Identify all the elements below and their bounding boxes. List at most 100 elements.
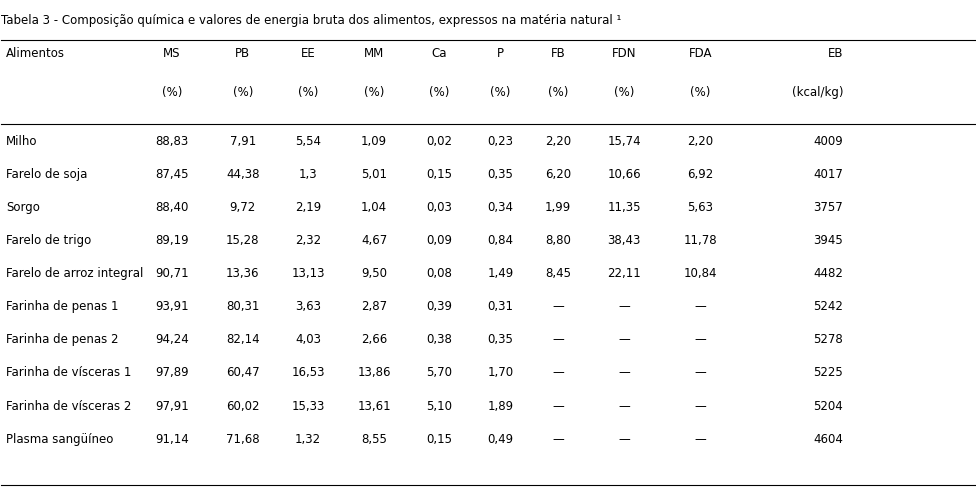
Text: 4,67: 4,67 — [361, 234, 387, 247]
Text: 88,83: 88,83 — [155, 135, 188, 147]
Text: 87,45: 87,45 — [155, 168, 188, 181]
Text: 11,78: 11,78 — [683, 234, 717, 247]
Text: Farelo de soja: Farelo de soja — [6, 168, 88, 181]
Text: 82,14: 82,14 — [225, 333, 260, 346]
Text: EB: EB — [828, 47, 843, 60]
Text: 0,35: 0,35 — [488, 333, 513, 346]
Text: 0,35: 0,35 — [488, 168, 513, 181]
Text: 0,84: 0,84 — [488, 234, 513, 247]
Text: Alimentos: Alimentos — [6, 47, 65, 60]
Text: 10,66: 10,66 — [607, 168, 641, 181]
Text: FB: FB — [550, 47, 565, 60]
Text: 7,91: 7,91 — [229, 135, 256, 147]
Text: P: P — [497, 47, 505, 60]
Text: —: — — [694, 433, 706, 446]
Text: 15,28: 15,28 — [226, 234, 260, 247]
Text: Sorgo: Sorgo — [6, 201, 40, 214]
Text: 0,15: 0,15 — [427, 168, 452, 181]
Text: 0,34: 0,34 — [488, 201, 513, 214]
Text: 8,80: 8,80 — [546, 234, 571, 247]
Text: Tabela 3 - Composição química e valores de energia bruta dos alimentos, expresso: Tabela 3 - Composição química e valores … — [1, 14, 622, 26]
Text: —: — — [619, 400, 630, 413]
Text: 88,40: 88,40 — [155, 201, 188, 214]
Text: 22,11: 22,11 — [607, 267, 641, 280]
Text: —: — — [694, 300, 706, 313]
Text: 0,09: 0,09 — [427, 234, 452, 247]
Text: 10,84: 10,84 — [683, 267, 717, 280]
Text: —: — — [694, 400, 706, 413]
Text: 1,09: 1,09 — [361, 135, 387, 147]
Text: 0,49: 0,49 — [488, 433, 513, 446]
Text: 5,10: 5,10 — [427, 400, 452, 413]
Text: 2,32: 2,32 — [295, 234, 321, 247]
Text: 9,50: 9,50 — [361, 267, 387, 280]
Text: 4482: 4482 — [813, 267, 843, 280]
Text: 15,33: 15,33 — [291, 400, 325, 413]
Text: 8,55: 8,55 — [361, 433, 387, 446]
Text: 1,99: 1,99 — [545, 201, 571, 214]
Text: —: — — [619, 300, 630, 313]
Text: 4,03: 4,03 — [295, 333, 321, 346]
Text: 38,43: 38,43 — [608, 234, 641, 247]
Text: 3,63: 3,63 — [295, 300, 321, 313]
Text: 97,89: 97,89 — [155, 367, 188, 379]
Text: 5225: 5225 — [813, 367, 843, 379]
Text: 94,24: 94,24 — [155, 333, 188, 346]
Text: Plasma sangüíneo: Plasma sangüíneo — [6, 433, 113, 446]
Text: Farelo de arroz integral: Farelo de arroz integral — [6, 267, 143, 280]
Text: 0,31: 0,31 — [488, 300, 513, 313]
Text: Ca: Ca — [431, 47, 447, 60]
Text: 91,14: 91,14 — [155, 433, 188, 446]
Text: 2,19: 2,19 — [295, 201, 321, 214]
Text: MS: MS — [163, 47, 181, 60]
Text: 3945: 3945 — [813, 234, 843, 247]
Text: 13,86: 13,86 — [357, 367, 390, 379]
Text: 2,20: 2,20 — [545, 135, 571, 147]
Text: Farinha de penas 1: Farinha de penas 1 — [6, 300, 119, 313]
Text: 4017: 4017 — [813, 168, 843, 181]
Text: 8,45: 8,45 — [545, 267, 571, 280]
Text: MM: MM — [364, 47, 385, 60]
Text: 4604: 4604 — [813, 433, 843, 446]
Text: 2,66: 2,66 — [361, 333, 387, 346]
Text: 71,68: 71,68 — [225, 433, 260, 446]
Text: 1,70: 1,70 — [488, 367, 513, 379]
Text: (%): (%) — [429, 86, 450, 99]
Text: (kcal/kg): (kcal/kg) — [792, 86, 843, 99]
Text: 1,49: 1,49 — [488, 267, 513, 280]
Text: 0,15: 0,15 — [427, 433, 452, 446]
Text: 90,71: 90,71 — [155, 267, 188, 280]
Text: —: — — [619, 367, 630, 379]
Text: —: — — [552, 400, 564, 413]
Text: 5,01: 5,01 — [361, 168, 387, 181]
Text: 5,70: 5,70 — [427, 367, 452, 379]
Text: 1,89: 1,89 — [488, 400, 513, 413]
Text: 5,63: 5,63 — [687, 201, 713, 214]
Text: (%): (%) — [161, 86, 182, 99]
Text: FDN: FDN — [612, 47, 636, 60]
Text: 80,31: 80,31 — [226, 300, 260, 313]
Text: 60,02: 60,02 — [226, 400, 260, 413]
Text: PB: PB — [235, 47, 250, 60]
Text: 5,54: 5,54 — [295, 135, 321, 147]
Text: 0,03: 0,03 — [427, 201, 452, 214]
Text: 60,47: 60,47 — [225, 367, 260, 379]
Text: 5204: 5204 — [813, 400, 843, 413]
Text: —: — — [694, 367, 706, 379]
Text: 0,39: 0,39 — [427, 300, 452, 313]
Text: EE: EE — [301, 47, 315, 60]
Text: 13,13: 13,13 — [291, 267, 325, 280]
Text: 1,32: 1,32 — [295, 433, 321, 446]
Text: 44,38: 44,38 — [226, 168, 260, 181]
Text: 4009: 4009 — [813, 135, 843, 147]
Text: 1,3: 1,3 — [299, 168, 317, 181]
Text: Farinha de vísceras 2: Farinha de vísceras 2 — [6, 400, 132, 413]
Text: (%): (%) — [614, 86, 634, 99]
Text: 11,35: 11,35 — [607, 201, 641, 214]
Text: 97,91: 97,91 — [155, 400, 188, 413]
Text: 9,72: 9,72 — [229, 201, 256, 214]
Text: 1,04: 1,04 — [361, 201, 387, 214]
Text: —: — — [619, 433, 630, 446]
Text: Farinha de penas 2: Farinha de penas 2 — [6, 333, 119, 346]
Text: 3757: 3757 — [813, 201, 843, 214]
